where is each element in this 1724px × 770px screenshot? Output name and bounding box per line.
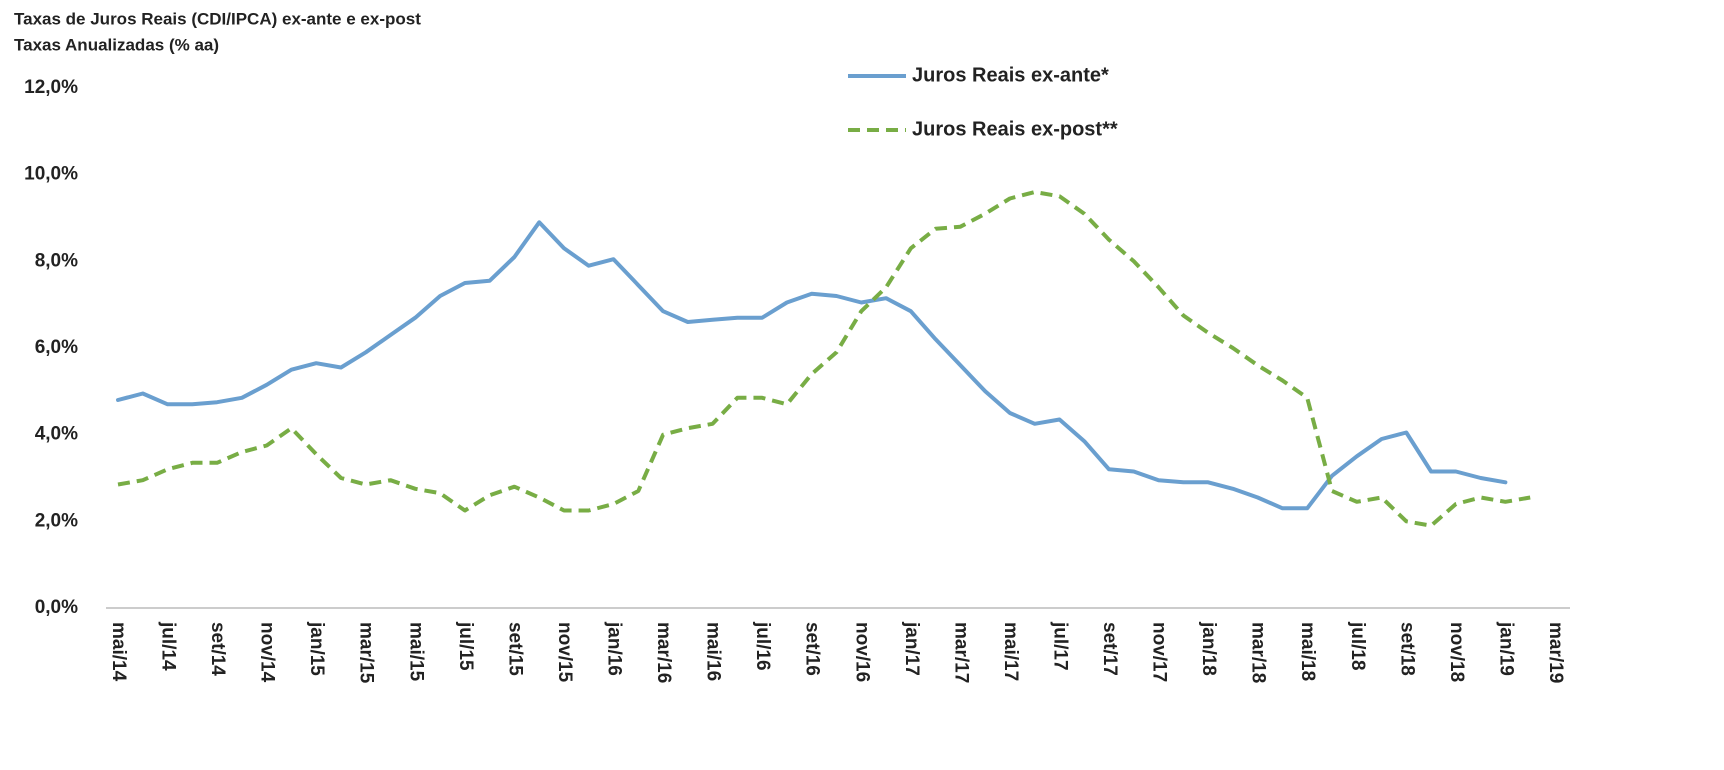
x-tick-label: nov/18 xyxy=(1446,622,1467,682)
x-tick-label: mai/17 xyxy=(1000,622,1021,681)
y-tick-label: 10,0% xyxy=(24,164,78,185)
y-tick-label: 2,0% xyxy=(35,510,78,531)
x-tick-label: mai/15 xyxy=(405,622,426,682)
x-tick-label: jul/18 xyxy=(1347,621,1368,671)
x-tick-label: jul/14 xyxy=(158,621,179,671)
x-tick-label: jan/19 xyxy=(1495,621,1516,676)
x-tick-label: jan/15 xyxy=(306,621,327,676)
legend-label: Juros Reais ex-ante* xyxy=(912,64,1109,86)
y-tick-label: 6,0% xyxy=(35,337,78,358)
x-tick-label: mai/18 xyxy=(1297,622,1318,681)
chart-subtitle: Taxas Anualizadas (% aa) xyxy=(14,35,219,54)
x-tick-label: mar/15 xyxy=(356,622,377,684)
x-tick-label: mar/18 xyxy=(1248,622,1269,683)
x-tick-label: jul/15 xyxy=(455,621,476,671)
chart-title: Taxas de Juros Reais (CDI/IPCA) ex-ante … xyxy=(14,9,421,28)
x-tick-label: nov/15 xyxy=(554,622,575,683)
y-tick-label: 4,0% xyxy=(35,424,78,445)
x-tick-label: nov/17 xyxy=(1149,622,1170,682)
x-tick-label: jan/18 xyxy=(1198,621,1219,676)
y-tick-label: 8,0% xyxy=(35,250,78,271)
x-tick-label: jul/16 xyxy=(752,621,773,671)
x-tick-label: nov/14 xyxy=(257,622,278,683)
x-tick-label: set/17 xyxy=(1099,622,1120,676)
x-tick-label: mai/14 xyxy=(108,622,129,682)
y-tick-label: 0,0% xyxy=(35,597,78,618)
series-line xyxy=(116,220,1508,511)
x-tick-label: jan/17 xyxy=(901,621,922,676)
x-tick-label: set/15 xyxy=(504,622,525,676)
x-tick-label: mai/16 xyxy=(703,622,724,681)
y-tick-label: 12,0% xyxy=(24,77,78,98)
x-tick-label: set/16 xyxy=(802,622,823,676)
x-tick-label: set/18 xyxy=(1396,622,1417,676)
x-tick-label: set/14 xyxy=(207,622,228,676)
series-line xyxy=(117,190,1531,528)
x-tick-label: jan/16 xyxy=(604,621,625,676)
x-tick-label: mar/17 xyxy=(950,622,971,683)
x-tick-label: mar/19 xyxy=(1545,622,1566,683)
legend-label: Juros Reais ex-post** xyxy=(912,118,1118,140)
x-tick-label: nov/16 xyxy=(851,622,872,682)
x-tick-label: mar/16 xyxy=(653,622,674,683)
x-tick-label: jul/17 xyxy=(1049,621,1070,671)
